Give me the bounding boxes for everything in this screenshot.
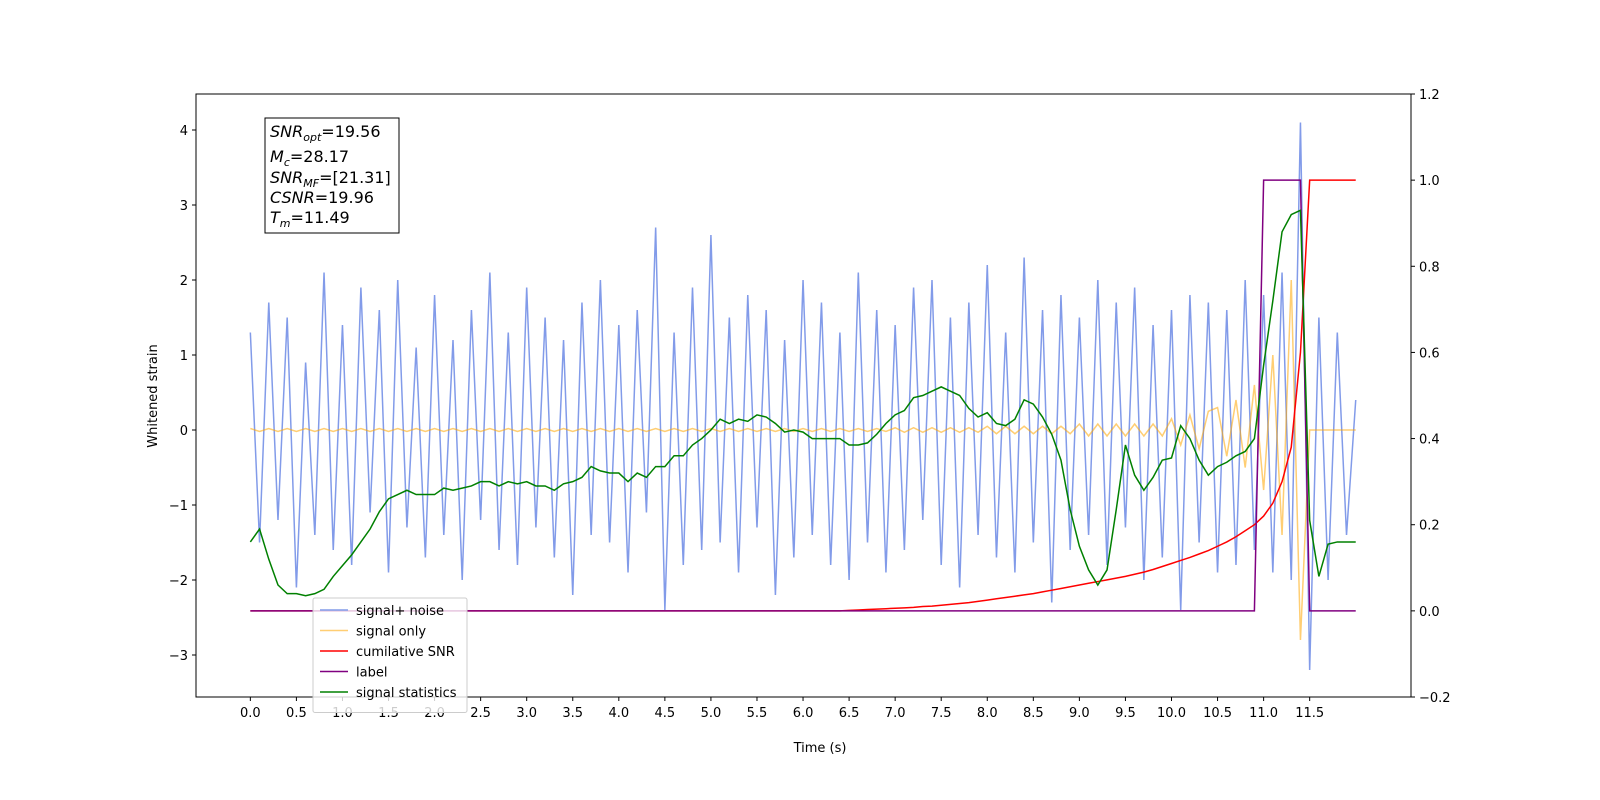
- series-line: [249, 209, 1356, 597]
- y-tick-label: 2: [180, 274, 188, 289]
- y-tick-label: 3: [180, 199, 188, 214]
- y-tick-label: 4: [180, 124, 188, 139]
- x-tick-label: 7.0: [885, 706, 906, 721]
- y-tick-label: −3: [169, 649, 188, 664]
- x-tick-label: 6.0: [793, 706, 814, 721]
- legend-label: signal only: [356, 625, 426, 640]
- legend-label: signal+ noise: [356, 604, 444, 619]
- annotation-line: SNRMF=[21.31]: [270, 168, 391, 190]
- x-tick-label: 10.5: [1203, 706, 1232, 721]
- x-tick-label: 4.5: [655, 706, 676, 721]
- y-tick-label: 1: [180, 349, 188, 364]
- annotation-symbol: M: [270, 147, 284, 166]
- y-tick-label: −1: [169, 499, 188, 514]
- x-tick-label: 8.0: [977, 706, 998, 721]
- x-tick-label: 8.5: [1023, 706, 1044, 721]
- legend-box: [312, 597, 468, 713]
- x-tick-label: 5.5: [747, 706, 768, 721]
- series-line: [250, 279, 1356, 641]
- x-tick-label: 2.5: [470, 706, 491, 721]
- y2-tick-label: −0.2: [1419, 691, 1451, 706]
- x-tick-label: 9.0: [1069, 706, 1090, 721]
- annotation-symbol: SNR: [270, 122, 303, 141]
- x-tick-label: 10.0: [1157, 706, 1186, 721]
- annotation-value: =28.17: [290, 147, 349, 166]
- y2-tick-label: 0.8: [1419, 260, 1440, 275]
- y-tick-label: 0: [180, 424, 188, 439]
- x-tick-label: 4.0: [608, 706, 629, 721]
- x-tick-label: 3.0: [516, 706, 537, 721]
- annotation-subscript: MF: [303, 177, 319, 190]
- x-tick-label: 0.0: [240, 706, 261, 721]
- y2-tick-label: 1.2: [1419, 88, 1440, 103]
- x-tick-label: 0.5: [286, 706, 307, 721]
- annotation: SNRopt=19.56Mc=28.17SNRMF=[21.31]CSNR=19…: [264, 117, 400, 234]
- x-axis-label: Time (s): [793, 741, 847, 756]
- y-axis-label: Whitened strain: [146, 344, 161, 447]
- annotation-value: =11.49: [291, 208, 350, 227]
- legend-label: cumilative SNR: [356, 645, 455, 660]
- y2-tick-label: 0.4: [1419, 433, 1440, 448]
- annotation-line: Mc=28.17: [270, 147, 349, 169]
- annotation-symbol: SNR: [270, 168, 303, 187]
- annotation-subscript: c: [284, 156, 290, 169]
- annotation-subscript: opt: [303, 131, 322, 144]
- legend-label: signal statistics: [356, 686, 457, 701]
- annotation-value: =19.96: [315, 188, 374, 207]
- x-tick-label: 11.5: [1295, 706, 1324, 721]
- legend: signal+ noise signal only cumilative SNR la…: [312, 597, 468, 713]
- annotation-value: =[21.31]: [319, 168, 391, 187]
- x-tick-label: 5.0: [701, 706, 722, 721]
- y2-tick-label: 0.6: [1419, 346, 1440, 361]
- annotation-symbol: T: [270, 208, 281, 227]
- annotation-value: =19.56: [321, 122, 380, 141]
- legend-label: label: [356, 666, 387, 681]
- annotation-box: [264, 117, 400, 234]
- y2-tick-label: 0.0: [1419, 605, 1440, 620]
- annotation-line: CSNR=19.96: [270, 188, 374, 207]
- x-tick-label: 7.5: [931, 706, 952, 721]
- plot-frame: [195, 93, 1412, 698]
- annotation-symbol: CSNR: [270, 188, 315, 207]
- annotation-line: Tm=11.49: [270, 208, 350, 230]
- x-tick-label: 6.5: [839, 706, 860, 721]
- x-tick-label: 3.5: [562, 706, 583, 721]
- x-tick-label: 9.5: [1115, 706, 1136, 721]
- series-line: [249, 122, 1357, 671]
- x-tick-label: 11.0: [1249, 706, 1278, 721]
- annotation-line: SNRopt=19.56: [270, 122, 381, 144]
- y2-tick-label: 1.0: [1419, 174, 1440, 189]
- annotation-subscript: m: [280, 217, 291, 230]
- y2-tick-label: 0.2: [1419, 519, 1440, 534]
- y-tick-label: −2: [169, 574, 188, 589]
